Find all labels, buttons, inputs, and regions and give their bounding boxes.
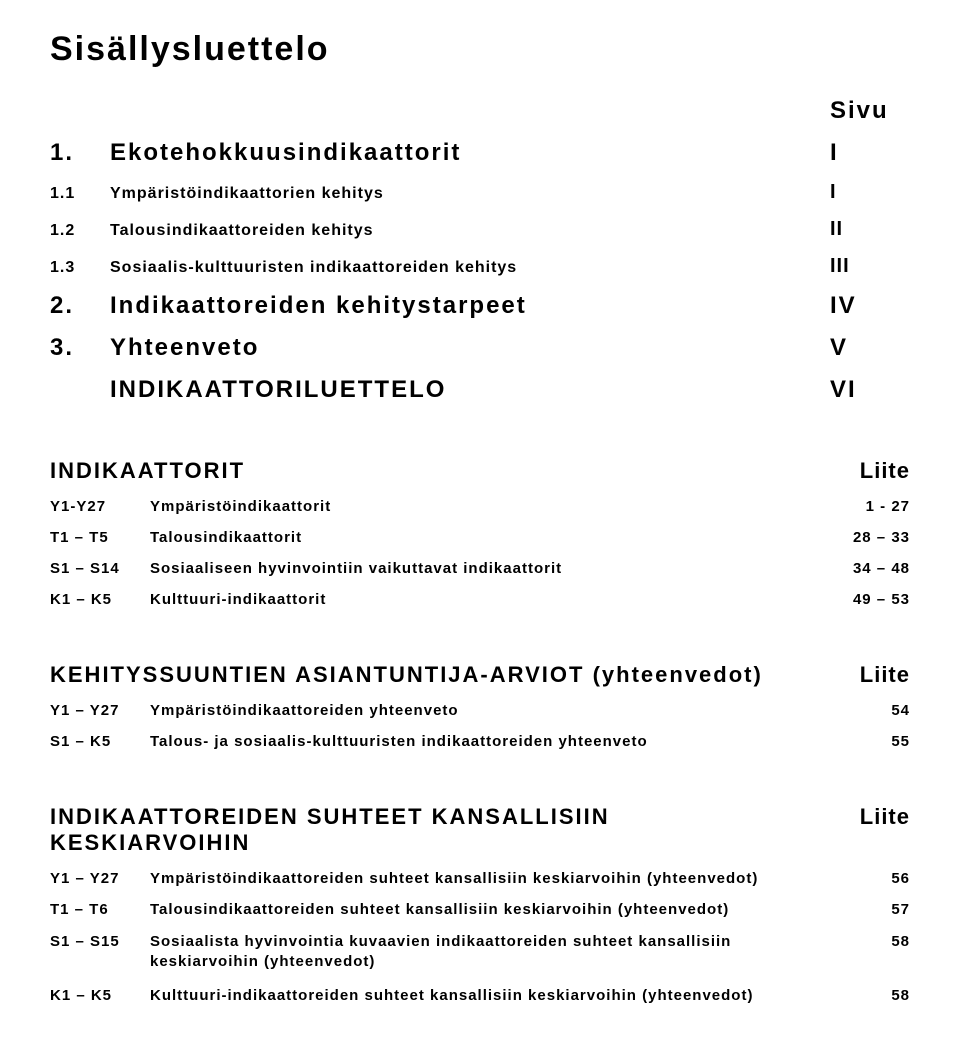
- toc-num: 1.1: [50, 185, 110, 203]
- section-heading-row: INDIKAATTORIT Liite: [50, 458, 910, 484]
- document-title: Sisällysluettelo: [50, 30, 910, 69]
- table-row: Y1-Y27 Ympäristöindikaattorit 1 - 27: [50, 498, 910, 515]
- table-row: T1 – T6 Talousindikaattoreiden suhteet k…: [50, 901, 910, 918]
- toc-num: 1.: [50, 139, 110, 167]
- toc-num: 3.: [50, 334, 110, 362]
- code: S1 – S14: [50, 560, 150, 577]
- page-column-header: Sivu: [830, 97, 910, 125]
- toc-label: INDIKAATTORILUETTELO: [110, 376, 830, 404]
- desc: Sosiaalista hyvinvointia kuvaavien indik…: [150, 932, 830, 973]
- page: 49 – 53: [830, 591, 910, 608]
- toc-label: Indikaattoreiden kehitystarpeet: [110, 292, 830, 320]
- toc-label: Sosiaalis-kulttuuristen indikaattoreiden…: [110, 259, 830, 277]
- toc-label: Talousindikaattoreiden kehitys: [110, 222, 830, 240]
- page: 54: [830, 702, 910, 719]
- toc-num: 2.: [50, 292, 110, 320]
- toc-page: III: [830, 255, 910, 278]
- table-row: K1 – K5 Kulttuuri-indikaattorit 49 – 53: [50, 591, 910, 608]
- table-row: Y1 – Y27 Ympäristöindikaattoreiden yhtee…: [50, 702, 910, 719]
- desc: Kulttuuri-indikaattoreiden suhteet kansa…: [150, 987, 830, 1004]
- toc-row: 1.3 Sosiaalis-kulttuuristen indikaattore…: [50, 255, 910, 278]
- desc: Sosiaaliseen hyvinvointiin vaikuttavat i…: [150, 560, 830, 577]
- toc-page: V: [830, 334, 910, 362]
- page: 55: [830, 733, 910, 750]
- page: 58: [830, 987, 910, 1004]
- toc-page: I: [830, 181, 910, 204]
- page: 56: [830, 870, 910, 887]
- section-heading-row: KEHITYSSUUNTIEN ASIANTUNTIJA-ARVIOT (yht…: [50, 662, 910, 688]
- desc: Ympäristöindikaattoreiden suhteet kansal…: [150, 870, 830, 887]
- page: 28 – 33: [830, 529, 910, 546]
- toc-row: 1.2 Talousindikaattoreiden kehitys II: [50, 218, 910, 241]
- liite-label: Liite: [830, 458, 910, 484]
- table-row: Y1 – Y27 Ympäristöindikaattoreiden suhte…: [50, 870, 910, 887]
- page: 58: [830, 933, 910, 950]
- toc-num: 1.3: [50, 259, 110, 277]
- desc: Talousindikaattoreiden suhteet kansallis…: [150, 901, 830, 918]
- desc: Talousindikaattorit: [150, 529, 830, 546]
- liite-label: Liite: [830, 804, 910, 830]
- section-heading: INDIKAATTOREIDEN SUHTEET KANSALLISIIN KE…: [50, 804, 830, 856]
- desc: Kulttuuri-indikaattorit: [150, 591, 830, 608]
- toc-page: II: [830, 218, 910, 241]
- desc: Ympäristöindikaattorit: [150, 498, 830, 515]
- page: 1 - 27: [830, 498, 910, 515]
- desc: Ympäristöindikaattoreiden yhteenveto: [150, 702, 830, 719]
- toc-row: 1. Ekotehokkuusindikaattorit I: [50, 139, 910, 167]
- code: Y1 – Y27: [50, 702, 150, 719]
- toc-label: Yhteenveto: [110, 334, 830, 362]
- code: S1 – S15: [50, 933, 150, 950]
- toc-row: 3. Yhteenveto V: [50, 334, 910, 362]
- desc: Talous- ja sosiaalis-kulttuuristen indik…: [150, 733, 830, 750]
- section-heading: INDIKAATTORIT: [50, 458, 830, 484]
- toc-page: IV: [830, 292, 910, 320]
- code: Y1-Y27: [50, 498, 150, 515]
- toc-row: 2. Indikaattoreiden kehitystarpeet IV: [50, 292, 910, 320]
- toc-row: 1.1 Ympäristöindikaattorien kehitys I: [50, 181, 910, 204]
- table-row: S1 – S14 Sosiaaliseen hyvinvointiin vaik…: [50, 560, 910, 577]
- toc-row: INDIKAATTORILUETTELO VI: [50, 376, 910, 404]
- code: S1 – K5: [50, 733, 150, 750]
- page: 34 – 48: [830, 560, 910, 577]
- code: K1 – K5: [50, 591, 150, 608]
- table-row: S1 – K5 Talous- ja sosiaalis-kulttuurist…: [50, 733, 910, 750]
- toc-label: Ekotehokkuusindikaattorit: [110, 139, 830, 167]
- code: T1 – T6: [50, 901, 150, 918]
- toc-label: Ympäristöindikaattorien kehitys: [110, 185, 830, 203]
- page: 57: [830, 901, 910, 918]
- table-row: S1 – S15 Sosiaalista hyvinvointia kuvaav…: [50, 932, 910, 973]
- table-row: K1 – K5 Kulttuuri-indikaattoreiden suhte…: [50, 987, 910, 1004]
- section-heading: KEHITYSSUUNTIEN ASIANTUNTIJA-ARVIOT (yht…: [50, 662, 830, 688]
- code: T1 – T5: [50, 529, 150, 546]
- code: K1 – K5: [50, 987, 150, 1004]
- section-heading-row: INDIKAATTOREIDEN SUHTEET KANSALLISIIN KE…: [50, 804, 910, 856]
- liite-label: Liite: [830, 662, 910, 688]
- toc-num: 1.2: [50, 222, 110, 240]
- table-row: T1 – T5 Talousindikaattorit 28 – 33: [50, 529, 910, 546]
- page-header-row: Sivu: [50, 97, 910, 125]
- toc-page: VI: [830, 376, 910, 404]
- code: Y1 – Y27: [50, 870, 150, 887]
- toc-page: I: [830, 139, 910, 167]
